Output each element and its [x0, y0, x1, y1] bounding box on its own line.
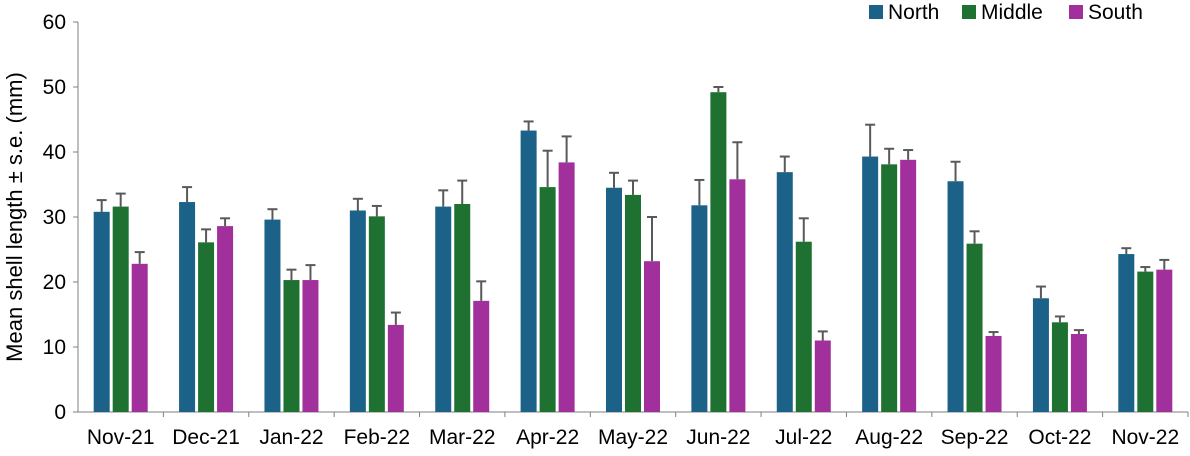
bar-middle [539, 187, 556, 412]
y-tick-label: 0 [54, 401, 66, 424]
bar-south [729, 179, 746, 412]
bar-middle [795, 241, 812, 412]
bar-south [900, 159, 917, 412]
x-tick-label: Dec-21 [172, 426, 240, 449]
x-tick-label: Feb-22 [344, 426, 411, 449]
x-tick-label: Jun-22 [686, 426, 750, 449]
bar-middle [881, 164, 898, 412]
bar-north [1118, 254, 1135, 412]
x-tick-label: Nov-21 [87, 426, 155, 449]
x-tick-label: Sep-22 [941, 426, 1009, 449]
bar-north [862, 156, 879, 412]
x-tick-label: Apr-22 [516, 426, 579, 449]
x-tick-label: Nov-22 [1111, 426, 1179, 449]
x-tick-label: May-22 [598, 426, 668, 449]
bar-north [520, 130, 537, 413]
bar-middle [283, 280, 300, 412]
bar-middle [710, 92, 727, 412]
bar-south [387, 324, 404, 412]
x-tick-label: Jul-22 [775, 426, 832, 449]
bar-south [217, 226, 234, 412]
x-tick-label: Oct-22 [1028, 426, 1091, 449]
legend-label-south: South [1088, 1, 1143, 24]
bar-middle [1051, 322, 1068, 412]
legend-swatch-south [1069, 5, 1083, 19]
y-tick-label: 30 [43, 206, 66, 229]
bar-north [1032, 298, 1049, 412]
x-tick-label: Mar-22 [429, 426, 496, 449]
legend-swatch-north [869, 5, 883, 19]
x-tick-label: Jan-22 [259, 426, 323, 449]
bar-middle [454, 204, 471, 412]
bar-south [1156, 269, 1173, 412]
y-tick-label: 20 [43, 271, 66, 294]
bar-south [131, 263, 148, 412]
y-axis-title: Mean shell length ± s.e. (mm) [2, 72, 27, 362]
bar-north [349, 210, 366, 412]
bar-north [947, 181, 964, 412]
bar-north [606, 187, 622, 412]
bar-middle [198, 242, 215, 412]
bar-middle [368, 216, 385, 412]
bar-north [179, 202, 196, 412]
bar-north [264, 219, 281, 412]
y-tick-label: 60 [43, 11, 66, 34]
bar-north [435, 206, 452, 412]
legend-label-north: North [888, 1, 939, 24]
bar-south [814, 340, 831, 412]
bar-middle [966, 243, 983, 412]
y-tick-label: 40 [43, 141, 66, 164]
bar-north [93, 211, 110, 412]
bar-south [644, 261, 660, 412]
bar-south [473, 300, 490, 412]
bar-south [985, 335, 1002, 412]
y-tick-label: 50 [43, 76, 66, 99]
legend-label-middle: Middle [981, 1, 1043, 24]
bar-south [302, 280, 319, 412]
bar-middle [1137, 271, 1154, 412]
bar-south [1070, 334, 1087, 412]
legend-swatch-middle [962, 5, 976, 19]
x-tick-label: Aug-22 [855, 426, 923, 449]
bar-north [691, 205, 708, 412]
bar-north [776, 172, 793, 412]
y-tick-label: 10 [43, 336, 66, 359]
bar-middle [625, 194, 641, 412]
bar-south [558, 162, 575, 412]
bar-middle [112, 206, 129, 412]
